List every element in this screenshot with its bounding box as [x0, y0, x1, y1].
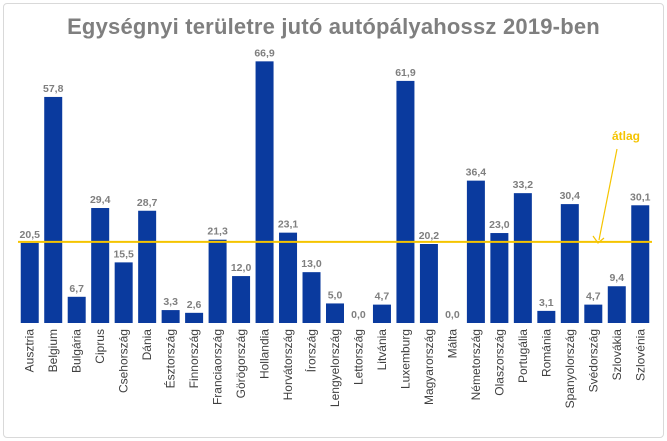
bar: [255, 61, 274, 323]
bar: [20, 242, 39, 323]
bar: [607, 286, 626, 323]
bar: [513, 193, 532, 323]
bar: [232, 276, 251, 323]
category-label: Horvátország: [281, 329, 295, 400]
bar: [537, 310, 556, 323]
value-label: 2,6: [187, 299, 202, 311]
value-label: 57,8: [43, 83, 64, 95]
value-label: 21,3: [207, 226, 228, 238]
bar: [67, 296, 86, 323]
average-label: átlag: [612, 129, 640, 143]
bar: [419, 244, 438, 323]
category-label: Bulgária: [70, 329, 84, 373]
category-label: Franciaország: [211, 329, 225, 405]
bar: [560, 204, 579, 323]
category-label: Málta: [445, 329, 459, 359]
value-label: 15,5: [113, 248, 134, 260]
category-label: Lettország: [351, 329, 365, 385]
value-label: 61,9: [395, 67, 416, 79]
bar: [161, 310, 180, 323]
category-label: Olaszország: [492, 329, 506, 396]
bar: [279, 232, 298, 323]
category-label: Litvánia: [375, 329, 389, 371]
value-label: 6,7: [69, 283, 84, 295]
average-arrowhead-icon: [592, 235, 605, 244]
value-label: 23,1: [278, 219, 299, 231]
value-label: 9,4: [609, 272, 624, 284]
category-label: Csehország: [117, 329, 131, 393]
category-label: Svédország: [586, 329, 600, 392]
value-label: 5,0: [328, 289, 343, 301]
value-label: 66,9: [254, 47, 275, 59]
bar: [372, 304, 391, 323]
value-label: 30,4: [560, 190, 581, 202]
category-label: Finnország: [187, 329, 201, 388]
category-label: Spanyolország: [563, 329, 577, 408]
bar: [326, 303, 344, 323]
bar: [138, 210, 157, 323]
value-label: 30,1: [630, 191, 651, 203]
value-label: 28,7: [137, 197, 158, 209]
category-label: Hollandia: [258, 329, 272, 379]
category-label: Románia: [539, 329, 553, 377]
category-label: Luxemburg: [398, 329, 412, 389]
bar: [631, 205, 650, 323]
chart-title: Egységnyi területre jutó autópályahossz …: [67, 14, 600, 39]
category-label: Ausztria: [23, 329, 37, 373]
category-label: Szlovénia: [633, 329, 647, 381]
average-pointer: [598, 148, 618, 241]
value-label: 4,7: [586, 291, 601, 303]
bar: [584, 304, 603, 323]
value-label: 33,2: [513, 179, 534, 191]
category-label: Lengyelország: [328, 329, 342, 407]
category-label: Szlovákia: [610, 329, 624, 381]
value-label: 3,3: [163, 296, 178, 308]
category-label: Németország: [469, 329, 483, 400]
value-label: 12,0: [231, 262, 252, 274]
bar: [44, 96, 63, 323]
value-label: 29,4: [90, 194, 111, 206]
category-label: Dánia: [140, 329, 154, 361]
category-label: Írország: [304, 329, 319, 372]
value-label: 3,1: [539, 297, 554, 309]
value-label: 0,0: [445, 309, 460, 321]
bar: [208, 239, 227, 323]
bar: [114, 262, 133, 323]
chart-frame: [3, 3, 664, 438]
category-label: Észtország: [163, 329, 178, 388]
category-label: Görögország: [234, 329, 248, 398]
category-label: Belgium: [46, 329, 60, 372]
category-label: Portugália: [516, 329, 530, 383]
bar: [302, 272, 321, 323]
value-label: 13,0: [301, 258, 322, 270]
value-label: 23,0: [489, 219, 510, 231]
bar: [490, 233, 509, 323]
bar: [185, 312, 204, 323]
value-label: 36,4: [466, 167, 487, 179]
category-label: Ciprus: [93, 329, 107, 364]
value-label: 4,7: [375, 291, 390, 303]
value-label: 20,5: [20, 229, 41, 241]
value-label: 0,0: [351, 309, 366, 321]
category-label: Magyarország: [422, 329, 436, 405]
bar: [466, 180, 485, 323]
bar: [91, 208, 110, 323]
value-label: 20,2: [419, 230, 440, 242]
bar: [396, 80, 415, 324]
